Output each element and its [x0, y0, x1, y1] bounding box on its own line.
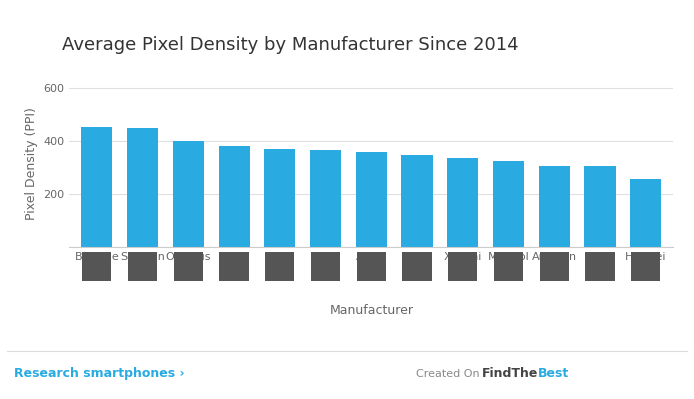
FancyBboxPatch shape — [448, 252, 477, 281]
Bar — [493, 162, 524, 247]
FancyBboxPatch shape — [311, 252, 340, 281]
Bar — [127, 128, 158, 247]
Bar — [81, 127, 112, 247]
Bar — [264, 149, 296, 247]
Text: FindThe: FindThe — [482, 367, 539, 380]
Bar — [173, 141, 204, 247]
Text: Best: Best — [538, 367, 569, 380]
Bar — [584, 166, 616, 247]
Bar — [447, 158, 478, 247]
Bar — [539, 166, 570, 247]
FancyBboxPatch shape — [219, 252, 248, 281]
Bar — [356, 152, 387, 247]
FancyBboxPatch shape — [631, 252, 661, 281]
Bar — [630, 179, 661, 247]
Y-axis label: Pixel Density (PPI): Pixel Density (PPI) — [25, 107, 38, 220]
FancyBboxPatch shape — [82, 252, 112, 281]
Bar — [401, 155, 432, 247]
Text: Research smartphones ›: Research smartphones › — [14, 367, 185, 380]
FancyBboxPatch shape — [585, 252, 615, 281]
Text: Average Pixel Density by Manufacturer Since 2014: Average Pixel Density by Manufacturer Si… — [62, 36, 519, 54]
FancyBboxPatch shape — [540, 252, 569, 281]
Text: Created On: Created On — [416, 369, 480, 379]
FancyBboxPatch shape — [357, 252, 386, 281]
Bar — [219, 146, 250, 247]
Bar — [310, 150, 341, 247]
FancyBboxPatch shape — [403, 252, 432, 281]
FancyBboxPatch shape — [494, 252, 523, 281]
FancyBboxPatch shape — [174, 252, 203, 281]
FancyBboxPatch shape — [128, 252, 158, 281]
X-axis label: Manufacturer: Manufacturer — [329, 304, 414, 317]
FancyBboxPatch shape — [265, 252, 294, 281]
